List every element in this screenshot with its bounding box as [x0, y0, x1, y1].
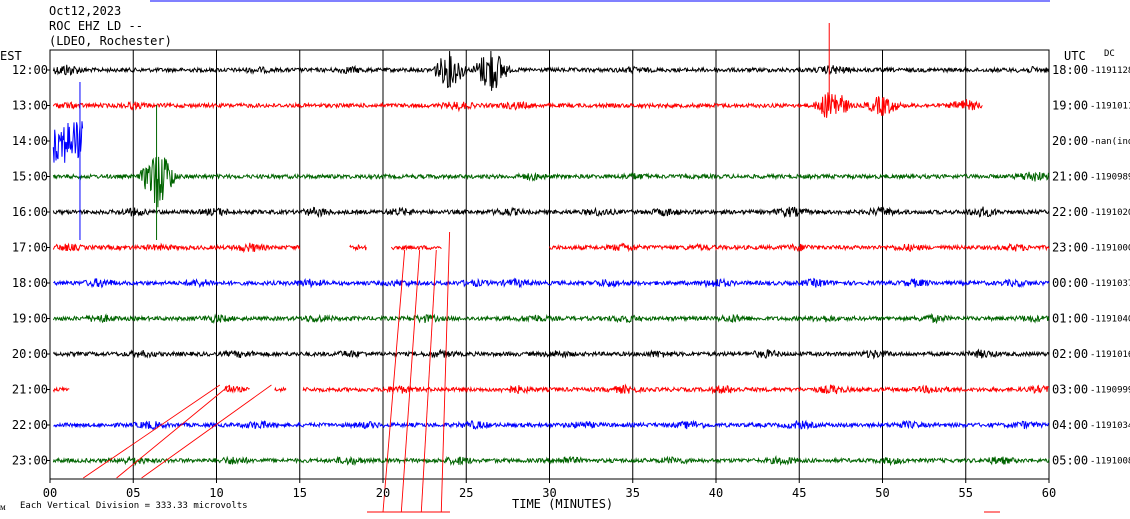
row-label-local: 14:00 [12, 134, 48, 148]
trace-row [390, 244, 442, 251]
trace-row [549, 242, 1050, 253]
row-dc-offset: -1190999 [1090, 386, 1130, 396]
diagonal-line [141, 384, 272, 479]
row-label-local: 13:00 [12, 99, 48, 113]
row-dc-offset: -1191008 [1090, 457, 1130, 467]
trace-row [52, 348, 1050, 360]
row-label-utc: 23:00 [1052, 241, 1088, 255]
row-label-utc: 01:00 [1052, 312, 1088, 326]
row-dc-offset: -1191034 [1090, 421, 1130, 431]
x-tick-label: 60 [1042, 486, 1056, 500]
row-label-utc: 02:00 [1052, 347, 1088, 361]
diagonal-line [116, 384, 231, 479]
row-label-utc: 19:00 [1052, 99, 1088, 113]
right-timezone-label: UTC [1064, 49, 1086, 63]
chart-date: Oct12,2023 [49, 4, 122, 18]
trace-row [274, 386, 287, 393]
row-dc-offset: -1191016 [1090, 350, 1130, 360]
trace-row [52, 242, 301, 254]
row-label-local: 17:00 [12, 241, 48, 255]
row-label-local: 20:00 [12, 347, 48, 361]
row-dc-offset: -1191000 [1090, 244, 1130, 254]
row-label-local: 19:00 [12, 312, 48, 326]
row-label-local: 23:00 [12, 454, 48, 468]
row-label-local: 18:00 [12, 276, 48, 290]
x-tick-label: 10 [209, 486, 223, 500]
row-dc-offset: -1191040 [1090, 315, 1130, 325]
row-label-local: 12:00 [12, 63, 48, 77]
trace-row [52, 92, 983, 118]
row-dc-offset: -1191128 [1090, 66, 1130, 76]
row-dc-offset: -nan(ind [1090, 137, 1130, 147]
scale-note: Each Vertical Division = 333.33 microvol… [20, 501, 248, 511]
x-tick-label: 25 [459, 486, 473, 500]
diagonal-line [83, 384, 221, 479]
trace-row [52, 205, 1050, 219]
x-tick-label: 45 [792, 486, 806, 500]
row-dc-offset: -1191037 [1090, 279, 1130, 289]
trace-row [302, 383, 1050, 395]
trace-row [52, 121, 84, 163]
row-label-local: 22:00 [12, 418, 48, 432]
x-axis-title: TIME (MINUTES) [512, 497, 613, 511]
x-tick-label: 00 [43, 486, 57, 500]
row-label-local: 15:00 [12, 170, 48, 184]
row-label-local: 21:00 [12, 383, 48, 397]
trace-row [224, 385, 250, 394]
dc-label: DC [1104, 49, 1115, 59]
row-label-utc: 05:00 [1052, 454, 1088, 468]
trace-row [53, 419, 1050, 430]
diagonal-line [440, 231, 451, 513]
trace-row [52, 454, 1050, 467]
left-timezone-label: EST [0, 49, 22, 63]
row-label-utc: 21:00 [1052, 170, 1088, 184]
row-label-utc: 20:00 [1052, 134, 1088, 148]
x-tick-label: 30 [542, 486, 556, 500]
row-label-local: 16:00 [12, 205, 48, 219]
row-label-utc: 03:00 [1052, 383, 1088, 397]
row-dc-offset: -1191011 [1090, 102, 1130, 112]
trace-row [52, 312, 1050, 325]
diagonal-line [420, 249, 437, 513]
row-label-utc: 22:00 [1052, 205, 1088, 219]
trace-row [52, 50, 1050, 91]
row-label-utc: 00:00 [1052, 276, 1088, 290]
corner-mark: ᴍ [0, 503, 6, 513]
x-tick-label: 05 [126, 486, 140, 500]
station-location: (LDEO, Rochester) [49, 34, 172, 48]
trace-row [349, 244, 367, 252]
diagonal-line [382, 249, 406, 513]
x-tick-label: 20 [376, 486, 390, 500]
row-dc-offset: -1191020 [1090, 208, 1130, 218]
x-tick-label: 35 [626, 486, 640, 500]
x-tick-label: 40 [709, 486, 723, 500]
row-dc-offset: -1190989 [1090, 173, 1130, 183]
diagonal-line [400, 249, 421, 513]
trace-row [52, 385, 70, 393]
x-tick-label: 50 [875, 486, 889, 500]
x-tick-label: 15 [293, 486, 307, 500]
grid-lines [132, 50, 967, 479]
x-tick-label: 55 [959, 486, 973, 500]
diagonal-artifacts [83, 231, 451, 513]
row-label-utc: 18:00 [1052, 63, 1088, 77]
seismic-traces [52, 23, 1050, 467]
trace-row [52, 156, 1050, 208]
row-label-utc: 04:00 [1052, 418, 1088, 432]
trace-row [53, 277, 1050, 289]
station-code: ROC EHZ LD -- [49, 19, 143, 33]
